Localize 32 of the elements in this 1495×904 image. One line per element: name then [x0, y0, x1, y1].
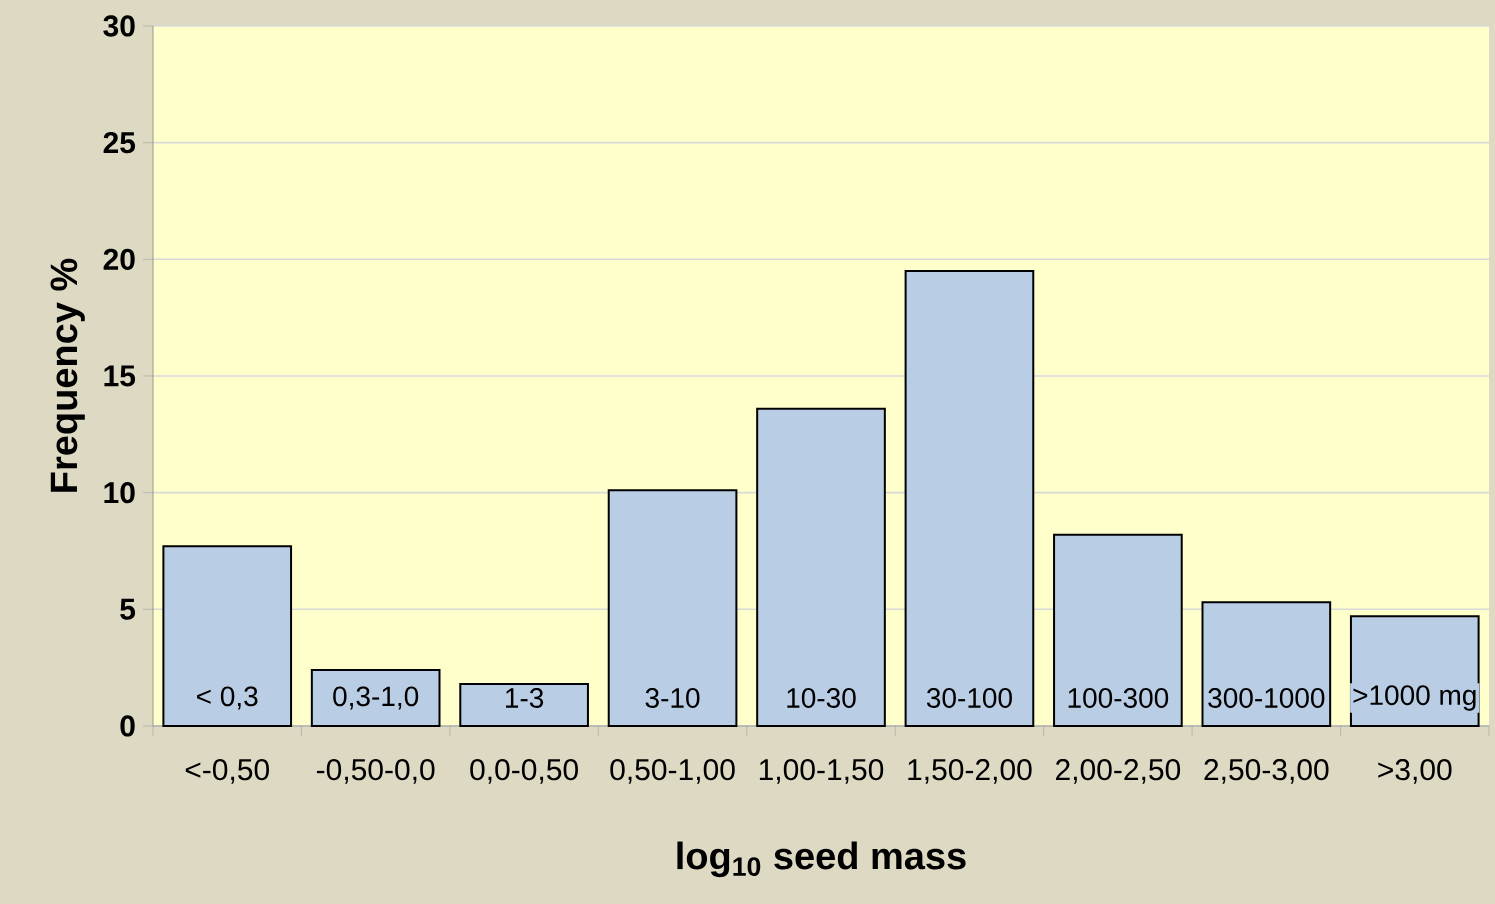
- x-axis-title: log$_{10}$ seed mass: [677, 841, 966, 878]
- bar: [1053, 533, 1183, 727]
- bar: [162, 545, 293, 727]
- annotation: 1-3: [506, 688, 544, 708]
- x-tick-label: 2,00-2,50: [1056, 759, 1181, 784]
- annotation: < 0,3: [197, 686, 258, 710]
- y-tick-label: 0: [120, 715, 135, 737]
- annotation: 0,3-1,0: [333, 686, 419, 710]
- x-tick-label: 0,50-1,00: [610, 759, 735, 784]
- annotation: 10-30: [787, 688, 856, 708]
- x-tick-label: 1,00-1,50: [759, 759, 884, 784]
- bar: [756, 407, 886, 727]
- x-tick-label: 1,50-2,00: [908, 759, 1032, 784]
- x-tick-label: 2,50-3,00: [1204, 759, 1329, 784]
- x-tick-label: >3,00: [1378, 759, 1452, 784]
- y-tick-label: 25: [103, 132, 136, 154]
- x-tick-label: -0,50-0,0: [316, 759, 435, 784]
- y-tick-label: 10: [104, 482, 135, 504]
- annotation: >1000 mg: [1353, 685, 1476, 711]
- bar: [607, 489, 738, 727]
- y-tick-label: 15: [104, 365, 136, 387]
- annotation: 100-300: [1068, 688, 1169, 708]
- x-tick-label: 0,0-0,50: [470, 759, 578, 784]
- y-tick-label: 5: [120, 598, 136, 620]
- annotation: 300-1000: [1208, 688, 1325, 708]
- x-tick-label: <-0,50: [185, 759, 269, 784]
- y-axis-title: Frequency %: [50, 258, 85, 492]
- y-tick-label: 30: [103, 15, 135, 37]
- bar: [904, 269, 1035, 727]
- annotation: 30-100: [926, 688, 1012, 708]
- y-tick-label: 20: [103, 248, 135, 270]
- annotation: 3-10: [645, 688, 700, 708]
